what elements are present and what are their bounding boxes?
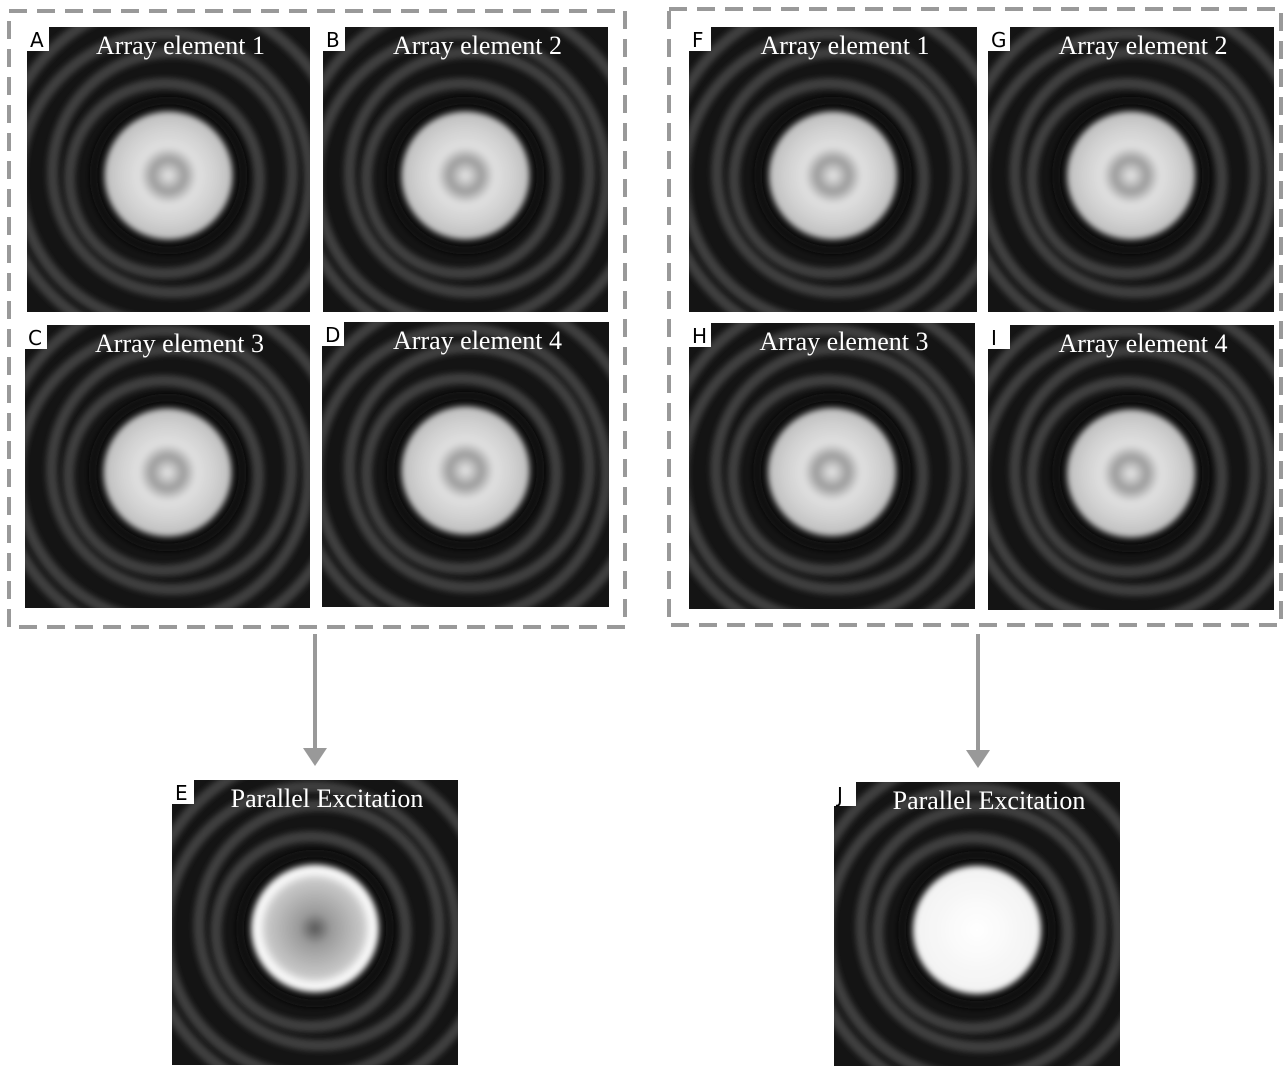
image-panel: F Array element 1	[665, 1, 1009, 345]
arrow	[303, 634, 990, 768]
panel-letter: G	[991, 28, 1007, 52]
panel-label: Parallel Excitation	[231, 784, 424, 813]
panel-label: Array element 3	[760, 327, 929, 356]
image-panel: D Array element 4	[298, 296, 642, 640]
panel-letter: I	[991, 326, 997, 350]
figure: A Array element 1 B Array element 2 C Array e…	[0, 0, 1284, 1068]
center-disk	[402, 112, 530, 240]
center-disk	[402, 407, 530, 535]
image-panel: E Parallel Excitation	[147, 754, 491, 1068]
panel-label: Array element 1	[96, 31, 265, 60]
center-disk	[1067, 112, 1195, 240]
panel-label: Array element 3	[95, 329, 264, 358]
panel-letter: E	[175, 781, 188, 805]
image-panel: B Array element 2	[298, 1, 642, 345]
center-disk	[769, 112, 897, 240]
panel-label: Array element 1	[761, 31, 930, 60]
center-disk	[1067, 410, 1195, 538]
panel-letter: C	[28, 326, 42, 350]
panel-letter: F	[692, 28, 704, 52]
panel-label: Parallel Excitation	[893, 786, 1086, 815]
panel-letter: D	[325, 323, 340, 347]
image-panel: I Array element 4	[963, 299, 1284, 643]
panel-letter: H	[692, 324, 707, 348]
center-disk	[104, 409, 232, 537]
panel-label: Array element 4	[393, 326, 562, 355]
panel-label: Array element 2	[393, 31, 562, 60]
center-disk	[913, 866, 1041, 994]
panel-letter: A	[30, 28, 44, 52]
panel-label: Array element 4	[1059, 329, 1228, 358]
panel-letter: B	[326, 28, 340, 52]
image-panel: A Array element 1	[1, 1, 345, 345]
image-panel: C Array element 3	[0, 298, 344, 642]
center-disk	[105, 112, 233, 240]
image-panel: H Array element 3	[664, 297, 1008, 641]
center-disk	[768, 408, 896, 536]
panel-letter: J	[835, 783, 843, 807]
image-panel: J Parallel Excitation	[809, 755, 1153, 1068]
panel-label: Array element 2	[1059, 31, 1228, 60]
image-panel: G Array element 2	[963, 1, 1284, 345]
center-disk	[251, 865, 379, 993]
